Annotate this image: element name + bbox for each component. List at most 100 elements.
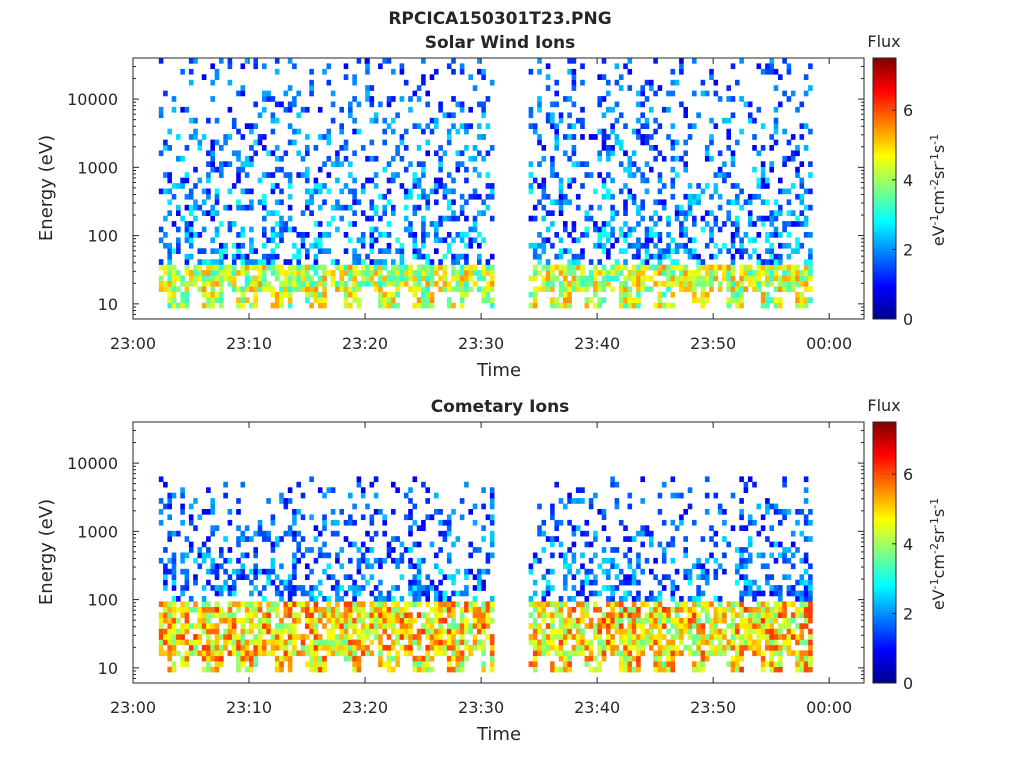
heatmap-cell (485, 264, 491, 271)
heatmap-cell (287, 601, 293, 608)
heatmap-cell (270, 563, 276, 570)
heatmap-cell (735, 650, 740, 657)
heatmap-cell (765, 63, 770, 70)
heatmap-cell (644, 237, 650, 244)
heatmap-cell (657, 291, 663, 298)
heatmap-cell (653, 145, 658, 151)
heatmap-cell (352, 177, 357, 184)
heatmap-cell (236, 90, 241, 97)
heatmap-cell (730, 492, 736, 499)
heatmap-cell (266, 639, 271, 646)
heatmap-cell (704, 492, 710, 499)
heatmap-cell (429, 655, 435, 662)
heatmap-cell (610, 226, 615, 233)
heatmap-cell (765, 601, 770, 608)
heatmap-cell (253, 568, 258, 575)
x-axis-label: Time (476, 724, 521, 745)
heatmap-cell (584, 541, 590, 548)
heatmap-cell (541, 264, 547, 271)
heatmap-cell (739, 128, 744, 135)
heatmap-cell (180, 661, 185, 667)
heatmap-cell (253, 574, 258, 580)
heatmap-cell (240, 552, 246, 559)
heatmap-cell (236, 204, 241, 211)
heatmap-cell (657, 259, 663, 265)
heatmap-cell (360, 183, 366, 189)
heatmap-cell (743, 525, 749, 531)
heatmap-cell (799, 557, 805, 564)
heatmap-cell (403, 226, 409, 233)
heatmap-cell (227, 519, 233, 526)
heatmap-cell (356, 634, 362, 640)
heatmap-cell (756, 552, 762, 559)
heatmap-cell (266, 650, 271, 657)
heatmap-cell (412, 655, 418, 662)
heatmap-cell (429, 541, 435, 548)
heatmap-cell (343, 297, 349, 303)
heatmap-cell (489, 188, 495, 195)
heatmap-cell (408, 557, 413, 564)
heatmap-cell (730, 617, 736, 624)
heatmap-cell (382, 557, 387, 564)
heatmap-cell (184, 552, 190, 559)
heatmap-cell (528, 601, 534, 608)
heatmap-cell (244, 204, 250, 211)
heatmap-cell (219, 617, 224, 624)
heatmap-cell (666, 655, 671, 662)
heatmap-cell (219, 661, 224, 667)
heatmap-cell (382, 297, 387, 303)
heatmap-cell (262, 623, 267, 629)
heatmap-cell (279, 596, 284, 602)
heatmap-cell (369, 232, 375, 238)
heatmap-cell (545, 63, 551, 70)
heatmap-cell (438, 612, 443, 618)
heatmap-cell (739, 617, 744, 624)
heatmap-cell (317, 552, 323, 559)
heatmap-cell (167, 302, 172, 309)
heatmap-cell (184, 204, 190, 211)
heatmap-cell (528, 123, 534, 129)
heatmap-cell (395, 612, 400, 618)
heatmap-cell (567, 264, 572, 271)
heatmap-cell (575, 498, 581, 504)
heatmap-cell (709, 552, 714, 559)
heatmap-cell (666, 270, 671, 276)
heatmap-cell (425, 297, 430, 303)
heatmap-cell (735, 79, 740, 86)
heatmap-cell (790, 155, 796, 162)
heatmap-cell (786, 275, 792, 282)
heatmap-cell (438, 628, 443, 635)
heatmap-cell (434, 585, 439, 591)
heatmap-cell (597, 606, 602, 613)
heatmap-cell (601, 509, 607, 515)
heatmap-cell (541, 650, 547, 657)
heatmap-cell (481, 286, 486, 293)
heatmap-cell (481, 639, 486, 646)
heatmap-cell (330, 204, 336, 211)
heatmap-cell (459, 264, 465, 271)
heatmap-cell (481, 525, 486, 531)
heatmap-cell (326, 270, 332, 276)
heatmap-cell (322, 552, 327, 559)
heatmap-cell (429, 634, 435, 640)
heatmap-cell (317, 188, 323, 195)
heatmap-cell (554, 134, 559, 140)
heatmap-cell (184, 226, 190, 233)
heatmap-cell (193, 232, 198, 238)
heatmap-cell (687, 280, 693, 287)
heatmap-cell (571, 623, 577, 629)
heatmap-cell (352, 541, 357, 548)
heatmap-cell (171, 302, 177, 309)
heatmap-cell (330, 275, 336, 282)
heatmap-cell (485, 634, 491, 640)
heatmap-cell (459, 634, 465, 640)
heatmap-cell (769, 606, 774, 613)
heatmap-cell (193, 58, 198, 64)
heatmap-cell (636, 557, 641, 564)
heatmap-cell (489, 601, 495, 608)
heatmap-cell (416, 568, 422, 575)
heatmap-cell (283, 280, 289, 287)
heatmap-cell (808, 596, 813, 602)
heatmap-cell (296, 634, 301, 640)
heatmap-cell (305, 617, 310, 624)
